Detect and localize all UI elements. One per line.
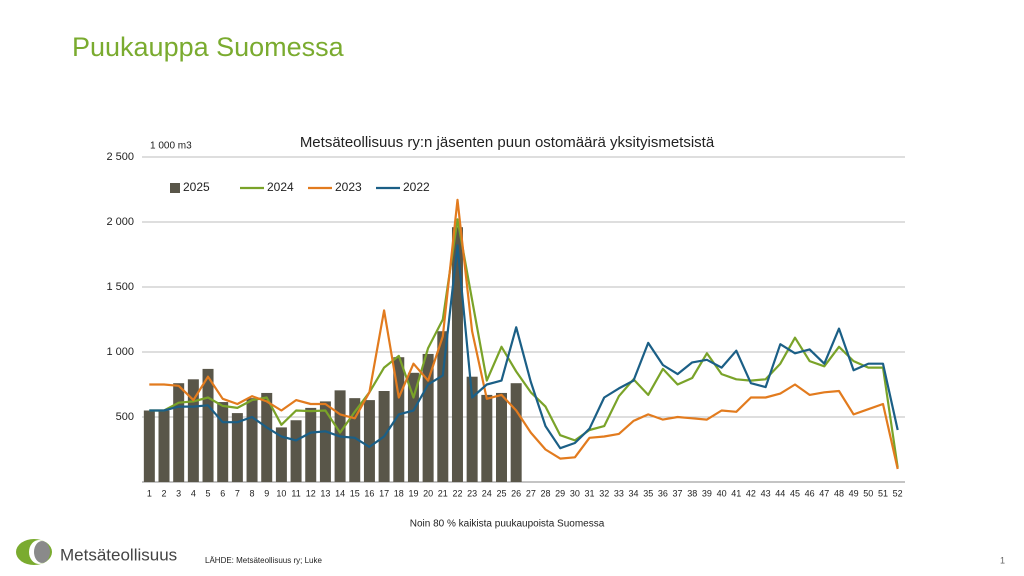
x-tick-label: 39 [702,488,712,498]
x-tick-label: 9 [264,488,269,498]
logo-mark [34,541,50,563]
x-tick-label: 30 [570,488,580,498]
x-axis-label: Noin 80 % kaikista puukaupoista Suomessa [410,519,605,530]
x-tick-label: 24 [482,488,492,498]
x-tick-label: 33 [614,488,624,498]
x-tick-label: 10 [276,488,286,498]
x-tick-label: 50 [863,488,873,498]
bar [187,379,199,482]
logo-text: Metsäteollisuus [60,545,177,564]
x-tick-label: 14 [335,488,345,498]
y-tick-label: 2 000 [106,216,134,228]
x-tick-label: 42 [746,488,756,498]
x-tick-label: 34 [629,488,639,498]
bar [261,392,273,482]
line-series [149,198,899,470]
bar [349,398,361,482]
bar [173,383,185,482]
x-tick-label: 5 [206,488,211,498]
x-tick-label: 17 [379,488,389,498]
x-tick-label: 32 [599,488,609,498]
bar [451,227,463,482]
x-tick-label: 19 [408,488,418,498]
x-tick-label: 41 [731,488,741,498]
x-tick-label: 36 [658,488,668,498]
x-tick-label: 37 [673,488,683,498]
x-tick-label: 43 [761,488,771,498]
x-tick-label: 51 [878,488,888,498]
x-tick-label: 31 [585,488,595,498]
x-tick-label: 27 [526,488,536,498]
x-tick-label: 22 [452,488,462,498]
slide-title: Puukauppa Suomessa [72,32,345,62]
bar [319,401,331,482]
x-tick-label: 45 [790,488,800,498]
bar [231,413,243,482]
x-tick-label: 6 [220,488,225,498]
bar [466,376,478,482]
line-series [149,244,899,450]
legend-label: 2025 [183,180,210,194]
legend-label: 2022 [403,180,430,194]
x-tick-label: 13 [320,488,330,498]
logo [16,539,52,565]
y-tick-label: 500 [116,411,134,423]
x-tick-label: 44 [775,488,785,498]
x-tick-label: 20 [423,488,433,498]
x-tick-label: 28 [541,488,551,498]
x-tick-label: 29 [555,488,565,498]
x-tick-label: 7 [235,488,240,498]
x-tick-label: 3 [176,488,181,498]
page-number: 1 [1000,555,1005,565]
bar [510,383,522,482]
bar [393,357,405,482]
x-tick-label: 46 [805,488,815,498]
source: LÄHDE: Metsäteollisuus ry; Luke [205,556,322,565]
legend-label: 2023 [335,180,362,194]
x-tick-label: 21 [438,488,448,498]
x-tick-label: 4 [191,488,196,498]
bar [481,394,493,482]
bar [246,398,258,482]
bar [363,400,375,482]
chart-title: Metsäteollisuus ry:n jäsenten puun ostom… [300,134,715,151]
bar [275,427,287,482]
bar [143,410,155,482]
line-series [149,218,899,468]
x-tick-label: 40 [717,488,727,498]
bar [422,353,434,482]
bar [290,420,302,482]
x-tick-label: 25 [496,488,506,498]
x-tick-label: 47 [819,488,829,498]
x-tick-label: 48 [834,488,844,498]
bar [495,392,507,482]
y-tick-label: 1 000 [106,346,134,358]
x-tick-label: 35 [643,488,653,498]
x-tick-label: 52 [893,488,903,498]
x-tick-label: 1 [147,488,152,498]
bar [202,368,214,482]
x-tick-label: 2 [162,488,167,498]
legend-label: 2024 [267,180,294,194]
x-tick-label: 11 [291,488,300,498]
bar [407,372,419,482]
x-tick-label: 12 [306,488,316,498]
legend-swatch [170,183,180,193]
bar [437,331,449,482]
x-tick-label: 49 [849,488,859,498]
y-tick-label: 2 500 [106,151,134,163]
bar [158,410,170,482]
x-tick-label: 16 [364,488,374,498]
x-tick-label: 18 [394,488,404,498]
x-tick-label: 38 [687,488,697,498]
bar [217,402,229,482]
x-tick-label: 26 [511,488,521,498]
unit-label: 1 000 m3 [150,141,192,152]
x-tick-label: 8 [250,488,255,498]
y-tick-label: 1 500 [106,281,134,293]
x-tick-label: 15 [350,488,360,498]
x-tick-label: 23 [467,488,477,498]
bar [305,407,317,482]
